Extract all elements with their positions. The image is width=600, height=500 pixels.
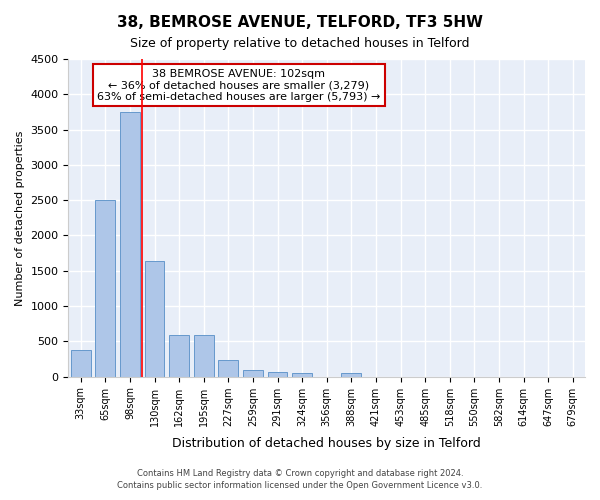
Text: 38 BEMROSE AVENUE: 102sqm
← 36% of detached houses are smaller (3,279)
63% of se: 38 BEMROSE AVENUE: 102sqm ← 36% of detac… bbox=[97, 68, 380, 102]
Text: 38, BEMROSE AVENUE, TELFORD, TF3 5HW: 38, BEMROSE AVENUE, TELFORD, TF3 5HW bbox=[117, 15, 483, 30]
Bar bbox=[268, 372, 287, 376]
Bar bbox=[120, 112, 140, 376]
Bar bbox=[341, 373, 361, 376]
Text: Size of property relative to detached houses in Telford: Size of property relative to detached ho… bbox=[130, 38, 470, 51]
Bar bbox=[194, 335, 214, 376]
Bar bbox=[292, 373, 312, 376]
Bar bbox=[243, 370, 263, 376]
Bar bbox=[95, 200, 115, 376]
Y-axis label: Number of detached properties: Number of detached properties bbox=[15, 130, 25, 306]
Bar bbox=[218, 360, 238, 376]
Bar bbox=[71, 350, 91, 376]
X-axis label: Distribution of detached houses by size in Telford: Distribution of detached houses by size … bbox=[172, 437, 481, 450]
Bar bbox=[145, 261, 164, 376]
Text: Contains HM Land Registry data © Crown copyright and database right 2024.
Contai: Contains HM Land Registry data © Crown c… bbox=[118, 468, 482, 490]
Bar bbox=[169, 335, 189, 376]
